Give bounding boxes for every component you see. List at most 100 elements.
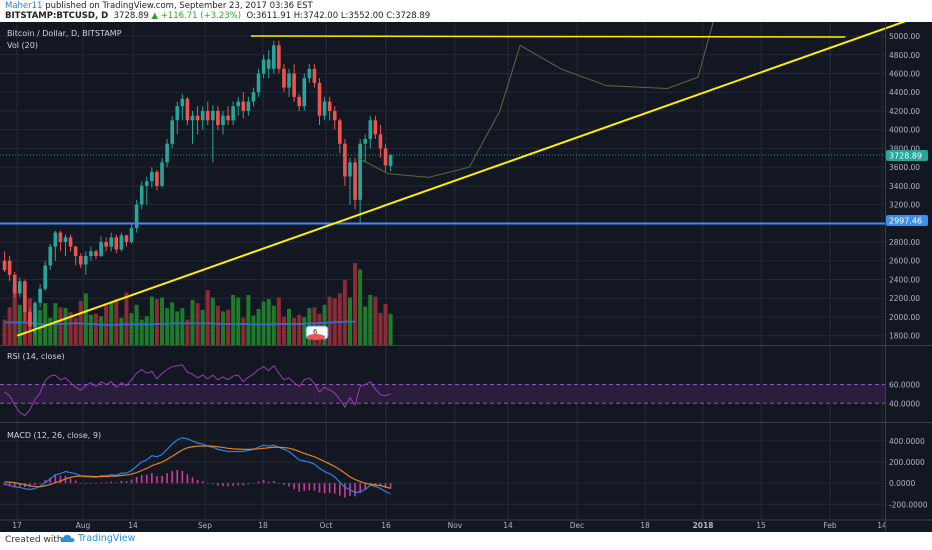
price-tick-label: 2800.00 — [889, 238, 920, 247]
price-tick-label: 1800.00 — [889, 332, 920, 341]
rsi-tick-label: 40.0000 — [889, 399, 920, 408]
trendline — [16, 22, 907, 337]
volume-bar — [281, 317, 286, 345]
volume-bar — [388, 313, 393, 345]
macd-histogram-bar — [100, 482, 102, 484]
volume-bar — [215, 305, 220, 345]
last-price-axis-label: 3728.89 — [889, 152, 922, 161]
candle-body — [231, 106, 235, 121]
time-tick-label: Sep — [198, 521, 212, 530]
volume-bar — [378, 313, 383, 345]
volume-bar — [353, 263, 358, 345]
volume-bar — [185, 319, 190, 345]
rsi-tick-label: 60.0000 — [889, 381, 920, 390]
symbol-label: BITSTAMP:BTCUSD, D — [5, 11, 109, 21]
macd-histogram-bar — [232, 483, 234, 486]
chart-canvas[interactable]: 17 Aug 14 Sep 18 Oct 16 Nov 14 Dec 18 2018 15 Feb 14 18… — [0, 22, 932, 532]
time-tick-label: 18 — [640, 521, 650, 530]
candle-body — [302, 78, 307, 107]
macd-histogram-bar — [135, 476, 138, 484]
time-tick-label: 16 — [381, 521, 391, 530]
volume-bar — [246, 294, 251, 345]
volume-bar — [154, 299, 159, 345]
volume-bar — [99, 316, 104, 345]
candle-body — [271, 45, 276, 69]
time-tick-label: Aug — [76, 521, 91, 530]
author-link[interactable]: Maher11 — [5, 1, 43, 11]
candle-body — [170, 120, 174, 144]
macd-histogram-bar — [308, 483, 311, 491]
support-axis-label: 2997.46 — [889, 217, 922, 226]
axes: 17 Aug 14 Sep 18 Oct 16 Nov 14 Dec 18 2018 15 Feb 14 18… — [0, 22, 932, 532]
candle-body — [205, 110, 210, 121]
volume-bar — [17, 304, 22, 345]
macd-line — [4, 437, 391, 495]
volume-bar — [190, 299, 195, 345]
annotation-badge-label: 6 — [313, 328, 318, 336]
candle-body — [246, 101, 251, 111]
macd-histogram-bar — [389, 483, 392, 489]
candle-body — [211, 110, 215, 121]
macd-histogram-bar — [171, 471, 173, 484]
rsi-pane — [0, 364, 885, 417]
macd-histogram-bar — [105, 482, 107, 484]
candle-body — [307, 68, 312, 79]
volume-bar — [220, 311, 225, 345]
candle-body — [236, 101, 241, 107]
candle-body — [353, 162, 357, 200]
volume-bar — [124, 292, 129, 345]
price-tick-label: 2000.00 — [889, 313, 920, 322]
publish-info: Maher11 published on TradingView.com, Se… — [5, 1, 313, 11]
candle-body — [261, 59, 266, 74]
volume-bar — [144, 316, 149, 345]
candle-body — [165, 143, 169, 163]
candle-body — [348, 162, 352, 177]
brand-logo[interactable]: TradingView — [60, 533, 135, 544]
drawing-tools[interactable] — [0, 22, 916, 337]
time-tick-label: 14 — [128, 521, 138, 530]
candle-body — [327, 101, 332, 111]
macd-histogram-bar — [125, 481, 128, 484]
macd-histogram-bar — [161, 475, 163, 484]
candle-body — [388, 155, 393, 166]
volume-bar — [88, 314, 93, 345]
macd-histogram-bar — [54, 475, 57, 484]
candle-body — [160, 162, 164, 186]
candle-body — [119, 235, 124, 250]
candle-body — [134, 204, 139, 228]
volume-bar — [93, 313, 98, 345]
price-tick-label: 4200.00 — [889, 107, 920, 116]
time-tick-label: 17 — [12, 521, 22, 530]
macd-histogram-bar — [318, 483, 321, 493]
macd-title: MACD (12, 26, close, 9) — [7, 431, 101, 440]
time-tick-label: 2018 — [693, 521, 714, 530]
volume-bar — [139, 319, 144, 345]
candle-body — [216, 110, 220, 125]
macd-histogram-bar — [196, 480, 199, 484]
candle-body — [99, 242, 103, 257]
macd-pane — [3, 437, 392, 498]
volume-bar — [276, 297, 281, 345]
price-change: ▲ +116.71 (+3.23%) — [151, 11, 242, 21]
volume-bar — [119, 317, 124, 345]
volume-bar — [180, 308, 185, 345]
price-tick-label: 3200.00 — [889, 201, 920, 210]
macd-tick-label: 200.0000 — [889, 458, 925, 467]
macd-histogram-bar — [95, 483, 97, 484]
time-tick-label: Feb — [823, 521, 837, 530]
macd-histogram-bar — [252, 483, 255, 484]
macd-histogram-bar — [191, 477, 194, 484]
macd-histogram-bar — [140, 474, 143, 484]
candle-body — [89, 251, 93, 257]
price-tick-label: 2200.00 — [889, 294, 920, 303]
macd-histogram-bar — [176, 469, 179, 484]
symbol-info: BITSTAMP:BTCUSD, D 3728.89 ▲ +116.71 (+3… — [5, 11, 430, 21]
macd-histogram-bar — [217, 483, 219, 486]
candle-body — [17, 281, 22, 294]
volume-bar — [149, 296, 154, 345]
macd-histogram-bar — [212, 483, 214, 485]
macd-histogram-bar — [44, 480, 46, 484]
time-tick-label: Oct — [320, 521, 333, 530]
macd-histogram-bar — [227, 483, 229, 487]
macd-histogram-bar — [222, 483, 224, 487]
